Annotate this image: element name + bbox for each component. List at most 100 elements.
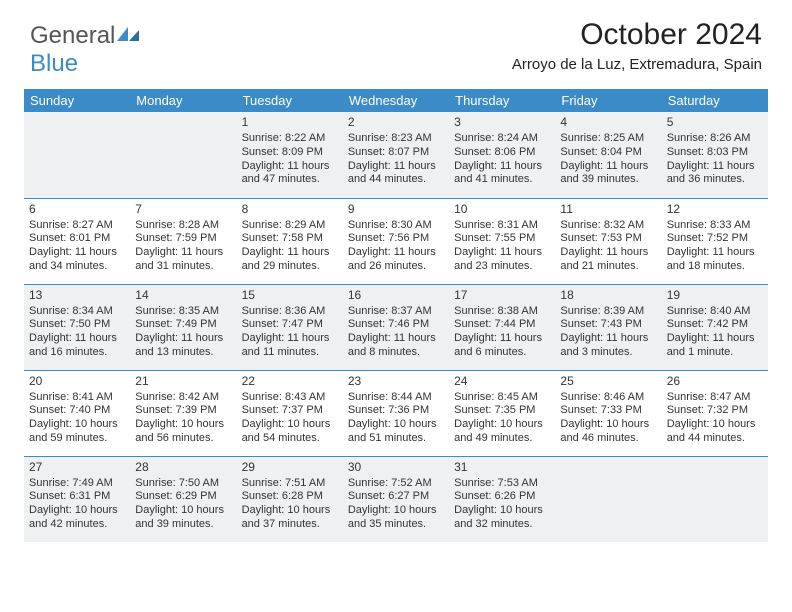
day-number: 4 xyxy=(560,115,656,130)
day-detail: and 34 minutes. xyxy=(29,260,125,274)
day-detail: Daylight: 10 hours xyxy=(242,504,338,518)
day-number: 13 xyxy=(29,288,125,303)
calendar-row: 20Sunrise: 8:41 AMSunset: 7:40 PMDayligh… xyxy=(24,370,768,456)
day-detail: Daylight: 11 hours xyxy=(135,332,231,346)
day-detail: Sunrise: 8:35 AM xyxy=(135,305,231,319)
dayhead-mon: Monday xyxy=(130,89,236,112)
calendar-row: 6Sunrise: 8:27 AMSunset: 8:01 PMDaylight… xyxy=(24,198,768,284)
day-detail: and 1 minute. xyxy=(667,346,763,360)
day-detail: Sunrise: 8:39 AM xyxy=(560,305,656,319)
day-detail: Daylight: 11 hours xyxy=(29,332,125,346)
calendar-cell: 7Sunrise: 8:28 AMSunset: 7:59 PMDaylight… xyxy=(130,198,236,284)
dayhead-thu: Thursday xyxy=(449,89,555,112)
calendar-cell: 4Sunrise: 8:25 AMSunset: 8:04 PMDaylight… xyxy=(555,112,661,198)
dayhead-wed: Wednesday xyxy=(343,89,449,112)
calendar-cell: 21Sunrise: 8:42 AMSunset: 7:39 PMDayligh… xyxy=(130,370,236,456)
day-detail: Sunset: 7:40 PM xyxy=(29,404,125,418)
calendar-cell: 18Sunrise: 8:39 AMSunset: 7:43 PMDayligh… xyxy=(555,284,661,370)
day-detail: Sunset: 7:59 PM xyxy=(135,232,231,246)
day-detail: Sunset: 6:31 PM xyxy=(29,490,125,504)
day-detail: and 11 minutes. xyxy=(242,346,338,360)
dayhead-fri: Friday xyxy=(555,89,661,112)
day-detail: Sunset: 7:44 PM xyxy=(454,318,550,332)
day-detail: Daylight: 10 hours xyxy=(242,418,338,432)
day-detail: Sunrise: 8:40 AM xyxy=(667,305,763,319)
day-detail: Daylight: 11 hours xyxy=(454,160,550,174)
calendar-cell: 5Sunrise: 8:26 AMSunset: 8:03 PMDaylight… xyxy=(662,112,768,198)
day-detail: Sunset: 8:01 PM xyxy=(29,232,125,246)
day-detail: and 31 minutes. xyxy=(135,260,231,274)
calendar-cell: 24Sunrise: 8:45 AMSunset: 7:35 PMDayligh… xyxy=(449,370,555,456)
dayhead-sun: Sunday xyxy=(24,89,130,112)
day-number: 6 xyxy=(29,202,125,217)
day-detail: and 6 minutes. xyxy=(454,346,550,360)
calendar-cell: 20Sunrise: 8:41 AMSunset: 7:40 PMDayligh… xyxy=(24,370,130,456)
calendar-cell: 25Sunrise: 8:46 AMSunset: 7:33 PMDayligh… xyxy=(555,370,661,456)
day-number: 20 xyxy=(29,374,125,389)
day-number: 18 xyxy=(560,288,656,303)
day-number: 29 xyxy=(242,460,338,475)
day-detail: Sunset: 7:55 PM xyxy=(454,232,550,246)
day-number: 17 xyxy=(454,288,550,303)
day-detail: Sunrise: 8:46 AM xyxy=(560,391,656,405)
day-detail: and 59 minutes. xyxy=(29,432,125,446)
day-detail: Daylight: 11 hours xyxy=(242,160,338,174)
day-detail: Sunrise: 8:27 AM xyxy=(29,219,125,233)
logo-text-1: General xyxy=(30,22,115,49)
day-detail: Sunset: 7:52 PM xyxy=(667,232,763,246)
day-detail: Sunset: 7:56 PM xyxy=(348,232,444,246)
day-detail: Sunrise: 8:34 AM xyxy=(29,305,125,319)
day-detail: Sunrise: 7:52 AM xyxy=(348,477,444,491)
day-detail: and 16 minutes. xyxy=(29,346,125,360)
day-number: 11 xyxy=(560,202,656,217)
day-number: 19 xyxy=(667,288,763,303)
calendar-row: 13Sunrise: 8:34 AMSunset: 7:50 PMDayligh… xyxy=(24,284,768,370)
day-detail: Sunrise: 7:51 AM xyxy=(242,477,338,491)
day-detail: Sunset: 7:50 PM xyxy=(29,318,125,332)
calendar-cell: 27Sunrise: 7:49 AMSunset: 6:31 PMDayligh… xyxy=(24,456,130,542)
day-detail: and 32 minutes. xyxy=(454,518,550,532)
day-detail: and 3 minutes. xyxy=(560,346,656,360)
calendar-cell: 6 Sunrise: 8:27 AMSunset: 8:01 PMDaylight… xyxy=(24,198,130,284)
day-detail: Daylight: 11 hours xyxy=(29,246,125,260)
calendar-cell: 13 Sunrise: 8:34 AMSunset: 7:50 PMDayligh… xyxy=(24,284,130,370)
day-detail: Daylight: 10 hours xyxy=(29,504,125,518)
day-detail: Daylight: 11 hours xyxy=(242,332,338,346)
day-detail: Sunset: 7:47 PM xyxy=(242,318,338,332)
day-detail: Daylight: 11 hours xyxy=(348,332,444,346)
day-detail: Daylight: 10 hours xyxy=(348,504,444,518)
calendar-cell: 31Sunrise: 7:53 AMSunset: 6:26 PMDayligh… xyxy=(449,456,555,542)
calendar-cell: 2Sunrise: 8:23 AMSunset: 8:07 PMDaylight… xyxy=(343,112,449,198)
day-detail: Sunrise: 8:29 AM xyxy=(242,219,338,233)
day-detail: and 35 minutes. xyxy=(348,518,444,532)
day-detail: Daylight: 10 hours xyxy=(348,418,444,432)
day-detail: Sunrise: 8:31 AM xyxy=(454,219,550,233)
day-number: 28 xyxy=(135,460,231,475)
calendar-head-row: Sunday Monday Tuesday Wednesday Thursday… xyxy=(24,89,768,112)
day-detail: and 44 minutes. xyxy=(667,432,763,446)
calendar-cell: 19Sunrise: 8:40 AMSunset: 7:42 PMDayligh… xyxy=(662,284,768,370)
day-detail: Sunrise: 8:24 AM xyxy=(454,132,550,146)
day-detail: Daylight: 11 hours xyxy=(667,332,763,346)
calendar-cell: 29Sunrise: 7:51 AMSunset: 6:28 PMDayligh… xyxy=(237,456,343,542)
day-detail: and 47 minutes. xyxy=(242,173,338,187)
day-number: 24 xyxy=(454,374,550,389)
day-detail: Sunrise: 8:43 AM xyxy=(242,391,338,405)
day-detail: Daylight: 10 hours xyxy=(454,504,550,518)
day-detail: Daylight: 11 hours xyxy=(667,246,763,260)
day-detail: Daylight: 11 hours xyxy=(348,246,444,260)
day-detail: Sunset: 8:09 PM xyxy=(242,146,338,160)
day-detail: and 44 minutes. xyxy=(348,173,444,187)
day-detail: Sunrise: 7:53 AM xyxy=(454,477,550,491)
day-detail: and 39 minutes. xyxy=(135,518,231,532)
calendar-cell: 30Sunrise: 7:52 AMSunset: 6:27 PMDayligh… xyxy=(343,456,449,542)
day-detail: Sunrise: 8:32 AM xyxy=(560,219,656,233)
day-detail: and 39 minutes. xyxy=(560,173,656,187)
calendar-cell xyxy=(130,112,236,198)
day-detail: Daylight: 11 hours xyxy=(560,160,656,174)
day-number: 21 xyxy=(135,374,231,389)
day-detail: Sunset: 7:58 PM xyxy=(242,232,338,246)
day-number: 15 xyxy=(242,288,338,303)
day-detail: Sunset: 7:33 PM xyxy=(560,404,656,418)
logo-sail-icon xyxy=(117,20,139,34)
